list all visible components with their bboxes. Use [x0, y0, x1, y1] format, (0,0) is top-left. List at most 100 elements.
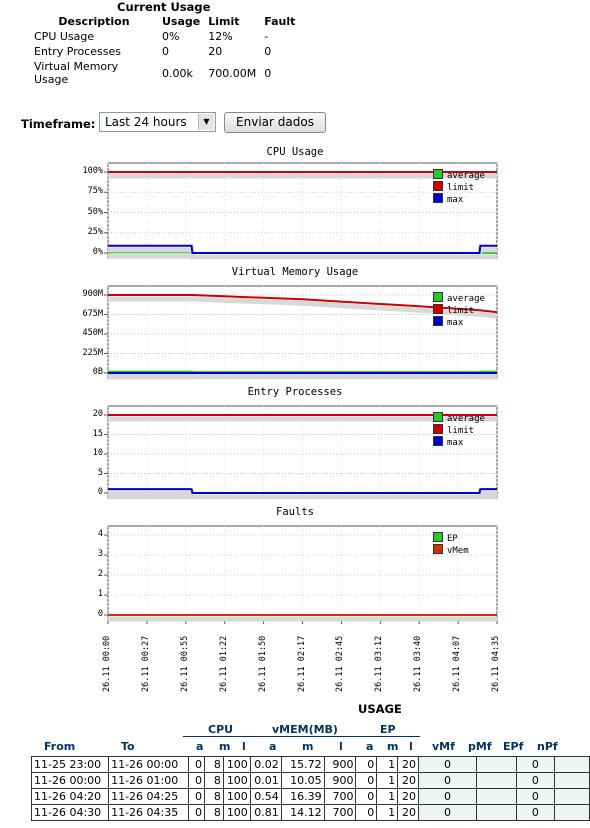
y-tick-label: 3 — [97, 549, 103, 559]
legend-label: EP — [447, 534, 458, 544]
sub-header-vmf: vMf — [432, 740, 455, 753]
y-tick-label: 20 — [92, 409, 103, 419]
current-usage-row: Entry Processes 0 20 0 — [30, 44, 299, 59]
table-cell: 0 — [188, 772, 205, 789]
legend-swatch — [433, 169, 443, 179]
chevron-down-icon[interactable]: ▼ — [198, 114, 214, 130]
table-cell — [475, 804, 518, 821]
table-cell: 11-26 04:35 — [108, 804, 190, 821]
table-cell: 0 — [418, 788, 477, 805]
x-tick-label: 26.11 00:55 — [179, 635, 190, 692]
chart-title: Faults — [276, 506, 314, 518]
timeframe-select[interactable]: Last 24 hours ▼ — [99, 112, 216, 132]
cell: 20 — [208, 45, 223, 58]
table-row: 11-26 04:20 11-26 04:25 0 8 100 0.54 16.39 700 0… — [30, 788, 590, 805]
legend-label: average — [447, 171, 485, 181]
table-cell: 0 — [516, 804, 555, 821]
sub-header-vmem-l: l — [339, 740, 343, 753]
legend-label: limit — [447, 183, 475, 193]
legend-item-limit: limit — [433, 304, 474, 316]
table-cell: 100 — [222, 772, 251, 789]
sub-header-to: To — [121, 740, 135, 753]
header-limit: Limit — [208, 15, 240, 28]
table-cell — [475, 756, 518, 773]
chart-title: Entry Processes — [247, 386, 343, 398]
y-tick-label: 0 — [97, 487, 103, 497]
table-cell: 900 — [323, 756, 357, 773]
legend-item-max: max — [433, 436, 463, 448]
cell: 12% — [208, 30, 233, 43]
table-cell: 0 — [188, 788, 205, 805]
table-cell: 700 — [323, 788, 357, 805]
legend-label: vMem — [447, 546, 469, 556]
y-tick-label: 5 — [97, 467, 103, 478]
table-cell: 15.72 — [280, 756, 325, 773]
submit-button[interactable]: Enviar dados — [224, 112, 326, 133]
legend-item-limit: limit — [433, 424, 474, 436]
table-cell: 8 — [204, 756, 224, 773]
table-cell: 0.81 — [249, 804, 282, 821]
table-cell: 0 — [418, 804, 477, 821]
legend-swatch — [433, 412, 443, 422]
x-tick-label: 26.11 01:50 — [257, 635, 268, 692]
table-cell: 100 — [222, 788, 251, 805]
sub-header-epf: EPf — [503, 740, 524, 753]
sub-header-ep-l: l — [409, 740, 413, 753]
y-tick-label: 10 — [92, 448, 103, 458]
table-cell — [553, 772, 590, 789]
legend-label: max — [447, 438, 464, 448]
legend-label: average — [447, 414, 485, 424]
table-row: 11-26 04:30 11-26 04:35 0 8 100 0.81 14.12 700 0… — [30, 804, 590, 821]
legend-swatch — [433, 424, 443, 434]
table-cell: 0 — [355, 756, 378, 773]
y-tick-label: 675M — [82, 308, 103, 319]
plot-frame — [107, 162, 498, 259]
x-tick-label: 26.11 00:00 — [102, 635, 112, 692]
group-header-cpu: CPU — [208, 723, 234, 736]
table-cell: 0 — [355, 804, 378, 821]
legend-item-average: average — [433, 169, 485, 181]
usage-table: 11-25 23:00 11-26 00:00 0 8 100 0.02 15.72 900 0… — [30, 756, 590, 821]
timeframe-selected-value: Last 24 hours — [105, 115, 187, 129]
table-cell: 0 — [355, 788, 378, 805]
usage-title: USAGE — [358, 702, 402, 716]
table-cell — [553, 788, 590, 805]
table-cell: 11-26 04:20 — [30, 788, 110, 805]
legend-swatch — [433, 316, 443, 326]
cell: 700.00M — [208, 66, 257, 80]
table-cell: 0 — [516, 756, 555, 773]
x-tick-label: 26.11 02:17 — [296, 635, 307, 692]
legend-item-limit: limit — [433, 181, 474, 193]
series-line-limit — [108, 294, 498, 314]
sub-header-pmf: pMf — [468, 740, 492, 753]
series-line-max — [108, 488, 497, 494]
group-header-vmem: vMEM(MB) — [272, 723, 338, 736]
table-cell: 100 — [222, 804, 251, 821]
table-cell: 0 — [418, 772, 477, 789]
cell: Virtual Memory Usage — [34, 60, 119, 86]
table-cell: 11-26 04:30 — [30, 804, 110, 821]
series-line-max — [108, 244, 497, 254]
chart-plot — [104, 162, 498, 260]
table-cell: 20 — [397, 804, 420, 821]
legend-swatch — [433, 193, 443, 203]
table-cell — [475, 772, 518, 789]
legend-swatch — [433, 436, 443, 446]
legend-label: average — [447, 294, 485, 304]
chart-plot — [104, 285, 498, 380]
legend-label: limit — [447, 306, 475, 316]
table-cell: 1 — [376, 804, 399, 821]
sub-header-vmem-m: m — [302, 740, 314, 753]
y-tick-label: 25% — [87, 226, 103, 237]
table-cell: 20 — [397, 772, 420, 789]
legend-label: limit — [447, 426, 475, 436]
y-tick-label: 100% — [82, 166, 103, 176]
x-tick-label: 26.11 04:35 — [491, 635, 501, 692]
table-cell: 0.54 — [249, 788, 282, 805]
legend-item-max: max — [433, 316, 463, 328]
legend-swatch — [433, 304, 443, 314]
table-cell: 1 — [376, 756, 399, 773]
cell: 0 — [264, 45, 272, 58]
sub-header-cpu-l: l — [242, 740, 246, 753]
table-cell: 900 — [323, 772, 357, 789]
